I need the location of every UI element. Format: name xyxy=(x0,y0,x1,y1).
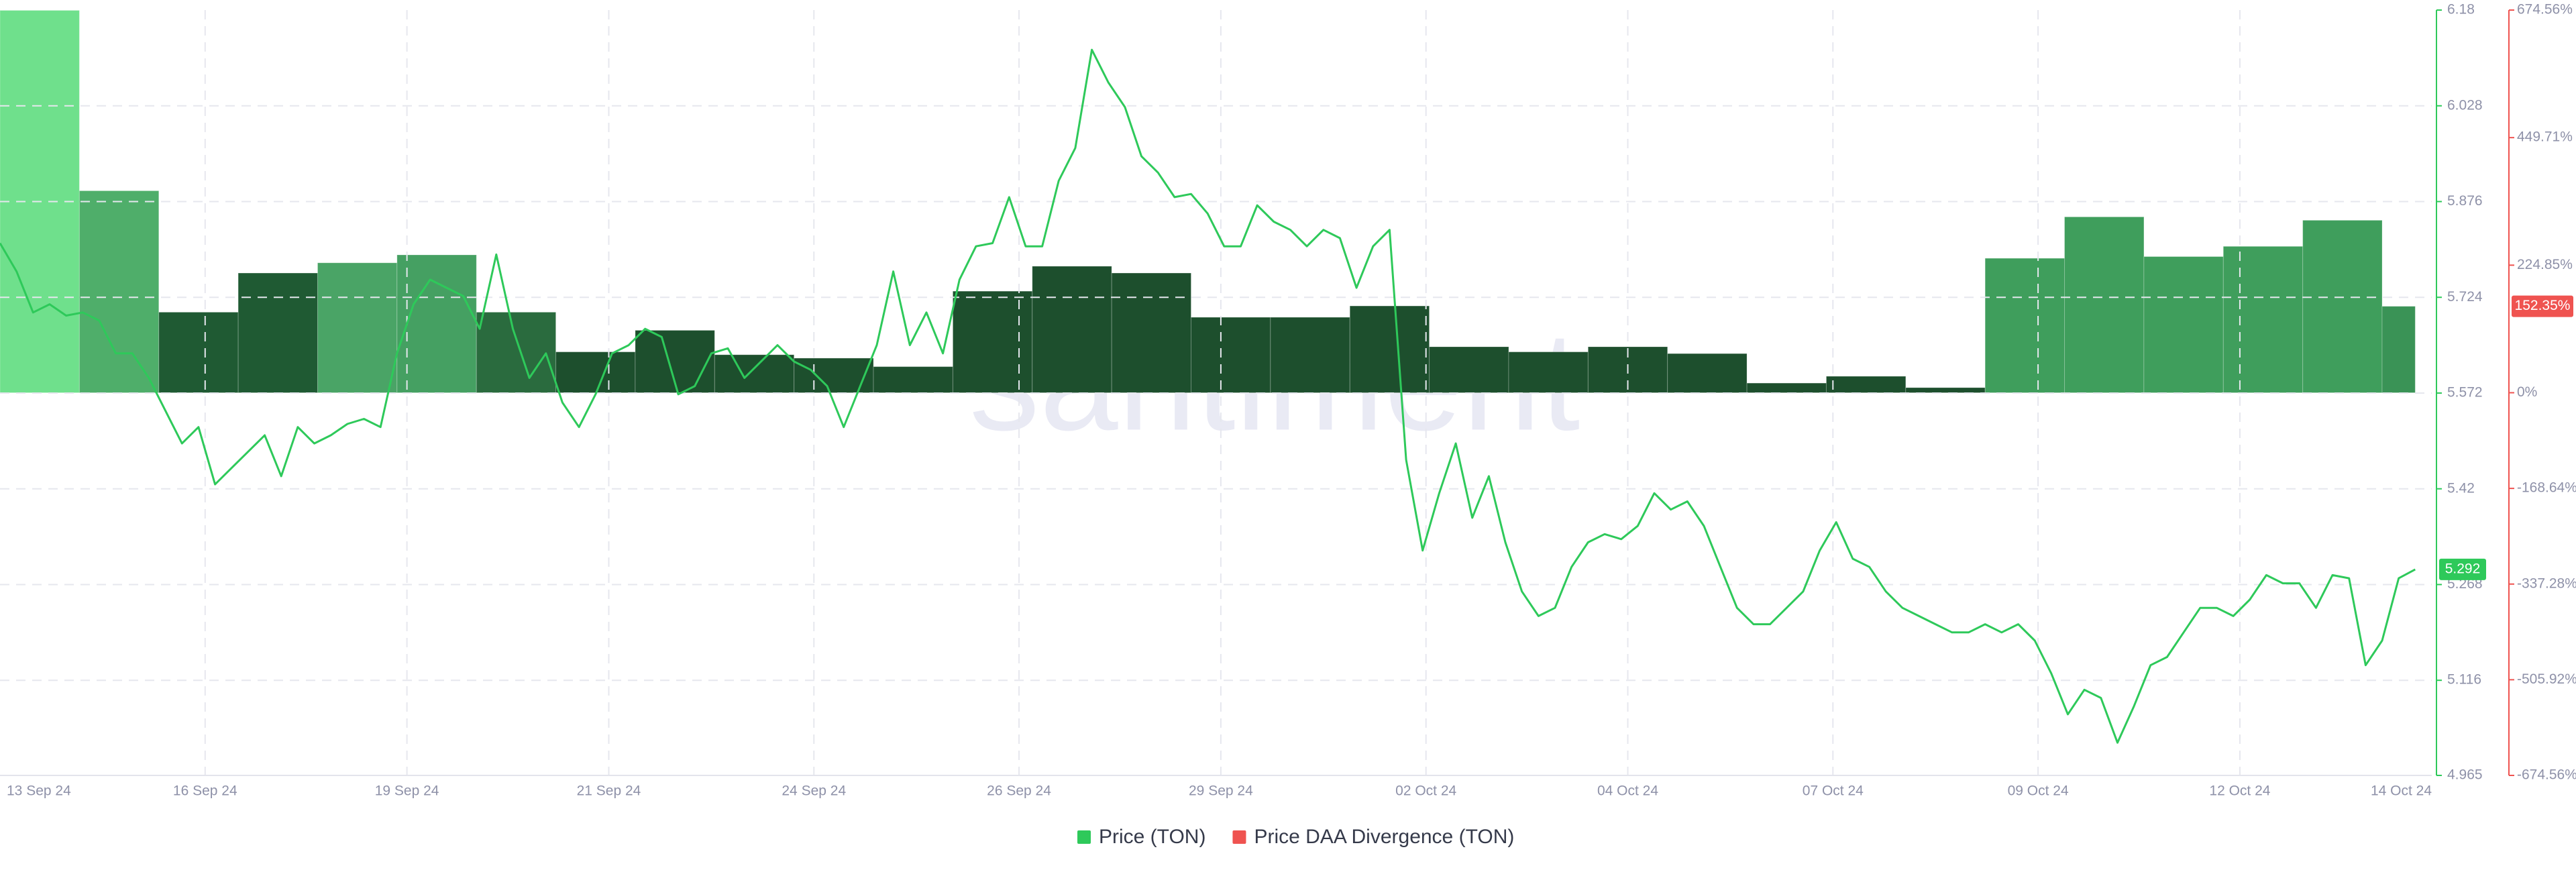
bar xyxy=(1349,305,1430,393)
current-value-badge xyxy=(2512,295,2573,317)
y2-tick-label: -674.56% xyxy=(2517,767,2576,783)
bar xyxy=(2143,256,2224,394)
current-value-label: 152.35% xyxy=(2515,298,2571,313)
y-tick-label: 5.724 xyxy=(2447,289,2483,305)
bar xyxy=(1905,387,1986,393)
y-tick-label: 6.18 xyxy=(2447,2,2475,17)
bar xyxy=(1191,317,1271,394)
legend-label: Price (TON) xyxy=(1099,826,1205,848)
x-tick-label: 12 Oct 24 xyxy=(2209,783,2270,799)
bar xyxy=(794,358,874,394)
x-tick-label: 24 Sep 24 xyxy=(782,783,846,799)
bar xyxy=(476,311,557,394)
legend-swatch xyxy=(1077,830,1091,844)
bar xyxy=(2064,216,2145,393)
x-tick-label: 02 Oct 24 xyxy=(1395,783,1456,799)
bar xyxy=(1270,317,1350,394)
x-tick-label: 07 Oct 24 xyxy=(1803,783,1864,799)
x-tick-label: 09 Oct 24 xyxy=(2008,783,2069,799)
bar xyxy=(555,351,636,394)
y-tick-label: 6.028 xyxy=(2447,97,2483,113)
legend-label: Price DAA Divergence (TON) xyxy=(1254,826,1514,848)
x-tick-label: 19 Sep 24 xyxy=(375,783,439,799)
bar xyxy=(1984,258,2065,393)
x-tick-label: 26 Sep 24 xyxy=(987,783,1051,799)
legend-swatch xyxy=(1232,830,1246,844)
bar xyxy=(2302,219,2383,393)
y-tick-label: 5.876 xyxy=(2447,193,2483,209)
price-line xyxy=(0,48,2416,744)
bar xyxy=(714,354,795,393)
bar xyxy=(1667,353,1748,393)
y2-tick-label: -337.28% xyxy=(2517,576,2576,591)
y-tick-label: 5.42 xyxy=(2447,480,2475,496)
bar xyxy=(1746,382,1827,394)
bar xyxy=(1825,376,1907,393)
bar xyxy=(78,190,160,393)
bar xyxy=(1111,272,1192,393)
bar xyxy=(2381,306,2416,393)
current-value-label: 5.292 xyxy=(2445,561,2481,576)
x-tick-label: 29 Sep 24 xyxy=(1189,783,1253,799)
y-tick-label: 4.965 xyxy=(2447,767,2483,783)
bar xyxy=(1429,346,1509,394)
x-tick-label: 13 Sep 24 xyxy=(7,783,71,799)
bar xyxy=(873,366,953,394)
x-tick-label: 16 Sep 24 xyxy=(173,783,237,799)
bar xyxy=(1508,351,1589,394)
x-tick-label: 04 Oct 24 xyxy=(1597,783,1658,799)
y2-tick-label: 674.56% xyxy=(2517,2,2573,17)
bar xyxy=(396,254,477,393)
y2-tick-label: -505.92% xyxy=(2517,671,2576,687)
bar xyxy=(952,290,1033,393)
x-tick-label: 21 Sep 24 xyxy=(577,783,641,799)
y2-tick-label: 0% xyxy=(2517,384,2537,400)
bar xyxy=(2222,246,2304,393)
y-tick-label: 5.572 xyxy=(2447,385,2483,400)
y2-tick-label: -168.64% xyxy=(2517,480,2576,496)
x-tick-label: 14 Oct 24 xyxy=(2371,783,2432,799)
bar xyxy=(237,272,318,393)
y2-tick-label: 224.85% xyxy=(2517,257,2573,272)
bar xyxy=(1032,266,1112,393)
y-tick-label: 5.116 xyxy=(2447,672,2481,688)
bar xyxy=(158,311,239,394)
y2-tick-label: 449.71% xyxy=(2517,129,2573,145)
bar xyxy=(317,262,398,394)
current-value-badge xyxy=(2439,558,2486,580)
